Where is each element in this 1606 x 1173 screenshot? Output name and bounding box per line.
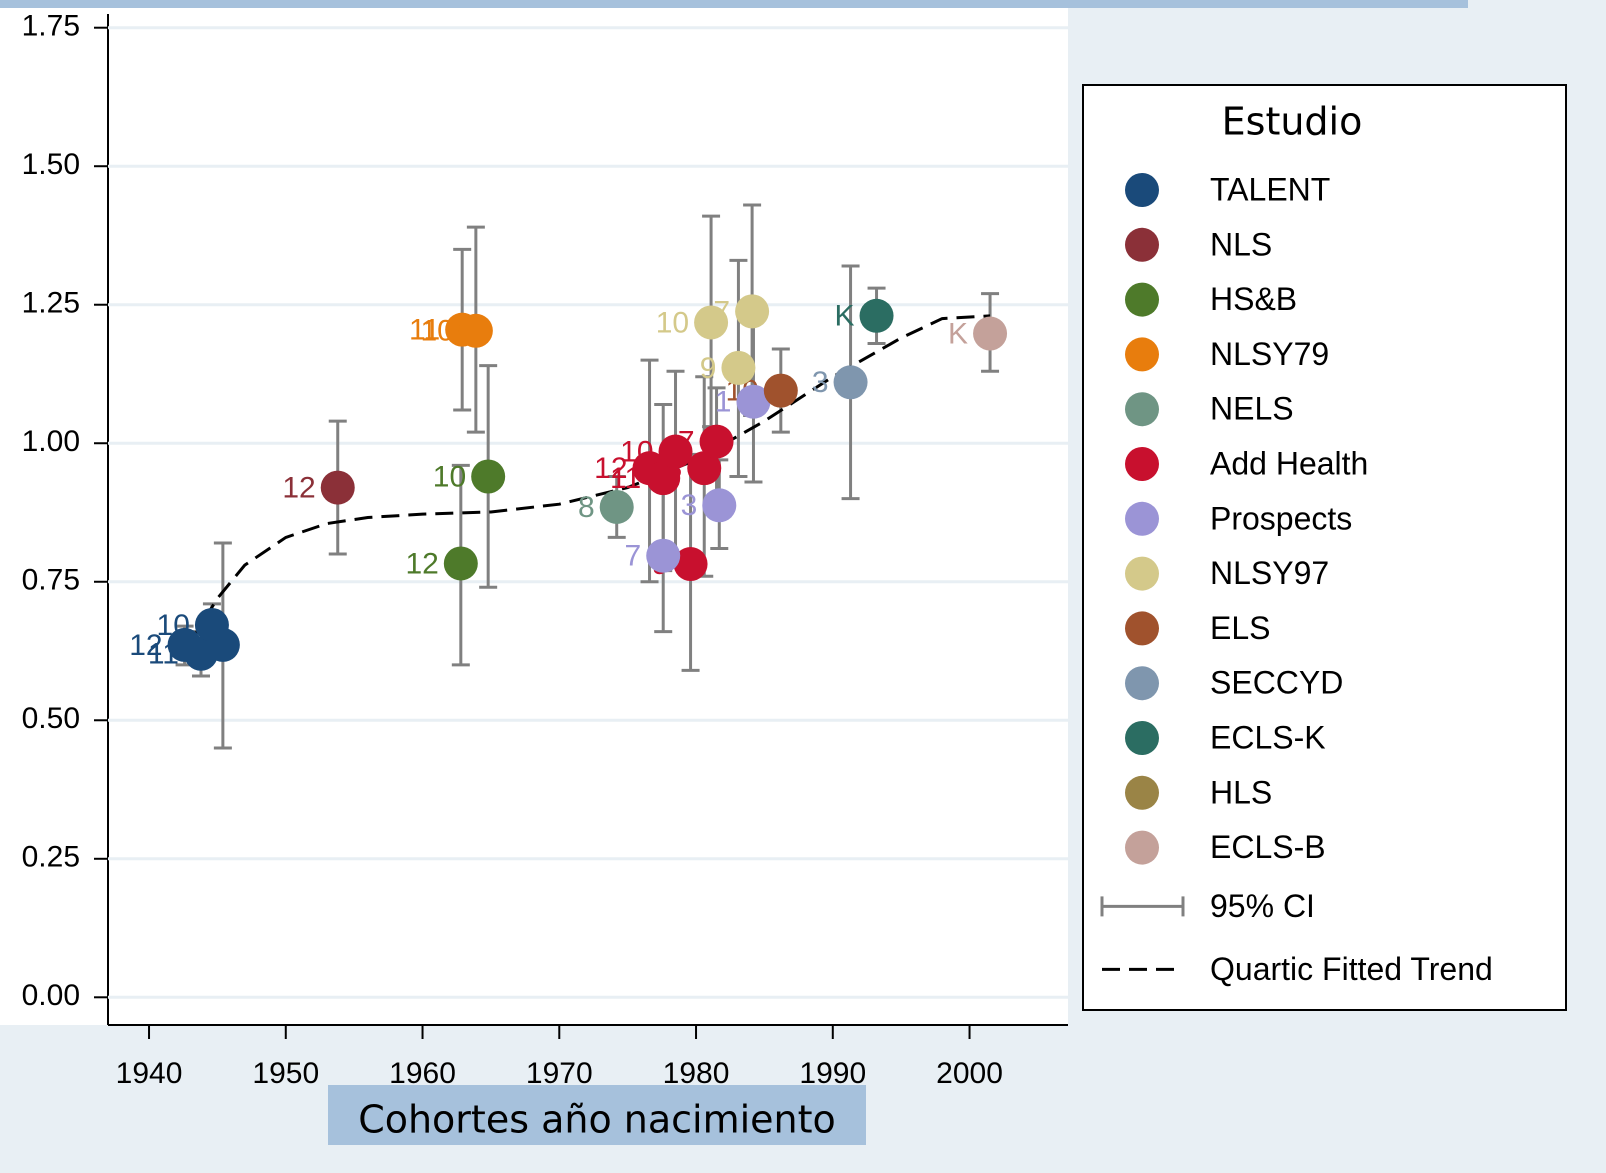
legend-label: NLSY79 xyxy=(1210,336,1329,372)
point xyxy=(973,316,1008,351)
point-label: 12 xyxy=(594,452,627,485)
point xyxy=(599,489,634,524)
y-tick-label: 0.00 xyxy=(22,979,80,1012)
x-tick-label: 1940 xyxy=(116,1057,183,1090)
point xyxy=(702,488,737,523)
legend-label: ECLS-K xyxy=(1210,719,1326,755)
legend-marker xyxy=(1125,173,1159,207)
legend-label: TALENT xyxy=(1210,171,1330,207)
x-axis-title: Cohortes año nacimiento xyxy=(358,1098,836,1142)
point-label: K xyxy=(835,300,855,333)
legend-label: ECLS-B xyxy=(1210,829,1326,865)
point-label: 12 xyxy=(405,547,438,580)
legend-marker xyxy=(1125,227,1159,262)
legend-marker xyxy=(1125,501,1159,536)
point xyxy=(443,546,478,581)
y-tick-label: 0.25 xyxy=(22,841,80,874)
point xyxy=(205,627,240,662)
plot-background xyxy=(0,0,1068,1025)
point xyxy=(673,547,708,582)
legend-marker xyxy=(1125,830,1159,865)
x-tick-label: 1980 xyxy=(663,1057,730,1090)
point xyxy=(694,305,729,340)
legend-label: NLSY97 xyxy=(1210,555,1329,591)
top-bar xyxy=(0,0,1468,8)
point xyxy=(687,451,722,486)
legend-title: Estudio xyxy=(1222,100,1363,144)
y-tick-label: 0.50 xyxy=(22,702,80,735)
x-tick-label: 1950 xyxy=(252,1057,319,1090)
point-label: 3 xyxy=(812,366,829,399)
legend-marker xyxy=(1125,556,1159,591)
x-tick-label: 1970 xyxy=(526,1057,593,1090)
legend-marker xyxy=(1125,282,1159,317)
legend-marker xyxy=(1125,666,1159,701)
point xyxy=(736,384,771,419)
trend-line xyxy=(188,314,991,644)
point-label: 11 xyxy=(409,314,440,347)
point xyxy=(859,298,894,333)
legend-marker xyxy=(1125,337,1159,372)
point-label: 12 xyxy=(282,471,315,504)
point-label: 7 xyxy=(625,540,642,573)
point xyxy=(646,538,681,573)
point-label: 10 xyxy=(656,306,689,339)
legend-label: HS&B xyxy=(1210,281,1297,317)
point-label: 10 xyxy=(433,460,466,493)
point xyxy=(320,470,355,505)
legend-label: Prospects xyxy=(1210,500,1352,536)
x-tick-label: 1990 xyxy=(799,1057,866,1090)
legend-marker xyxy=(1125,775,1159,810)
legend-marker xyxy=(1125,721,1159,755)
legend-marker xyxy=(1125,447,1159,481)
point-label: K xyxy=(948,317,968,350)
legend-box xyxy=(1082,84,1567,1011)
y-tick-label: 1.00 xyxy=(22,425,80,458)
x-tick-label: 1960 xyxy=(389,1057,456,1090)
point xyxy=(699,424,734,459)
y-tick-label: 1.50 xyxy=(22,148,80,181)
legend-label: 95% CI xyxy=(1210,888,1315,924)
point-label: 3 xyxy=(681,489,698,522)
y-tick-label: 1.25 xyxy=(22,287,80,320)
legend-label: SECCYD xyxy=(1210,665,1343,701)
x-title-box xyxy=(328,1085,866,1145)
point-label: 8 xyxy=(578,491,595,524)
legend-label: HLS xyxy=(1210,774,1272,810)
point-label: 1 xyxy=(715,386,732,419)
legend-marker xyxy=(1125,611,1159,646)
point xyxy=(735,294,770,329)
point-label: 9 xyxy=(700,352,717,385)
x-tick-label: 2000 xyxy=(936,1057,1003,1090)
point xyxy=(763,373,798,408)
point xyxy=(471,459,506,494)
legend-label: ELS xyxy=(1210,610,1270,646)
point xyxy=(658,434,693,469)
y-tick-label: 1.75 xyxy=(22,10,80,43)
legend-label: Add Health xyxy=(1210,445,1368,481)
y-tick-label: 0.75 xyxy=(22,564,80,597)
point xyxy=(833,365,868,400)
point xyxy=(458,313,493,348)
point xyxy=(646,461,681,496)
legend-marker xyxy=(1125,392,1159,427)
legend-label: NLS xyxy=(1210,226,1272,262)
legend-label: NELS xyxy=(1210,391,1294,427)
legend-label: Quartic Fitted Trend xyxy=(1210,951,1493,987)
point xyxy=(721,350,756,385)
point-label: 12 xyxy=(129,629,162,662)
